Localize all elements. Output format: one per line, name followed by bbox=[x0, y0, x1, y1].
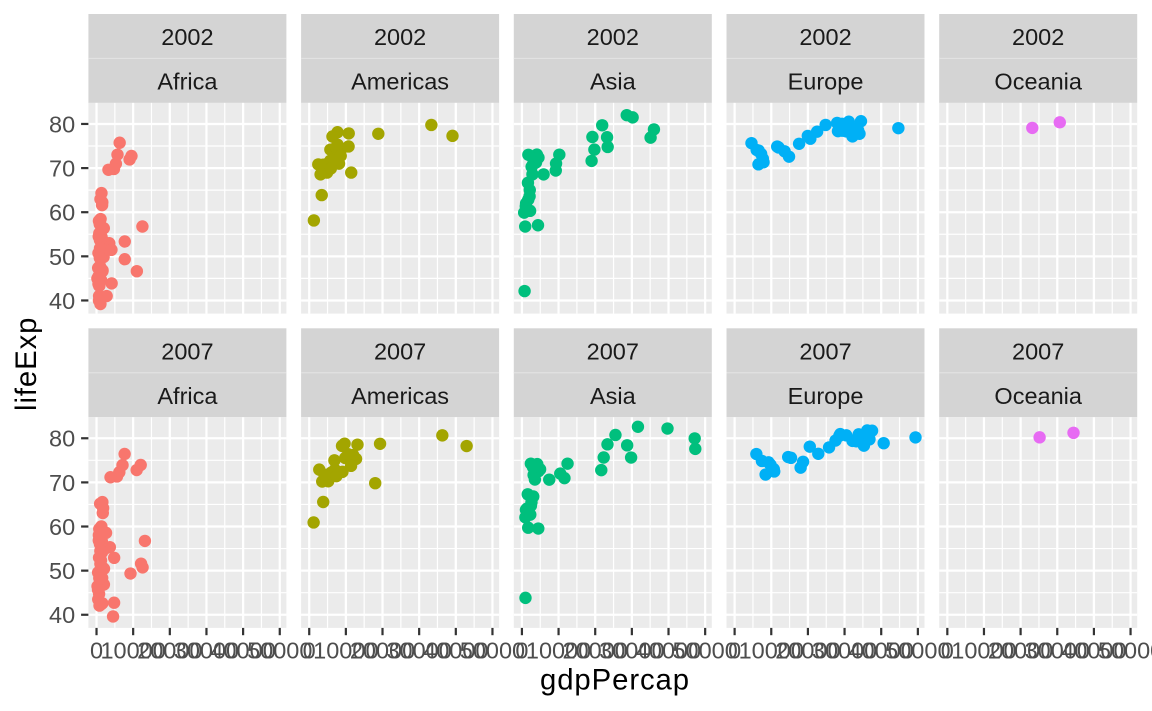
svg-text:30000: 30000 bbox=[174, 638, 239, 664]
svg-text:Oceania: Oceania bbox=[994, 383, 1082, 409]
svg-text:2007: 2007 bbox=[374, 338, 426, 364]
svg-text:2002: 2002 bbox=[1012, 24, 1064, 50]
svg-text:40000: 40000 bbox=[636, 638, 701, 664]
svg-text:50000: 50000 bbox=[460, 638, 525, 664]
svg-text:10000: 10000 bbox=[739, 638, 804, 664]
svg-text:30000: 30000 bbox=[599, 638, 664, 664]
svg-text:10000: 10000 bbox=[100, 638, 165, 664]
svg-text:70: 70 bbox=[49, 156, 75, 182]
svg-text:2007: 2007 bbox=[161, 338, 213, 364]
svg-text:0: 0 bbox=[90, 638, 103, 664]
svg-text:20000: 20000 bbox=[137, 638, 202, 664]
svg-text:2007: 2007 bbox=[1012, 338, 1064, 364]
svg-text:10000: 10000 bbox=[313, 638, 378, 664]
svg-text:Oceania: Oceania bbox=[994, 69, 1082, 95]
svg-text:2007: 2007 bbox=[799, 338, 851, 364]
svg-text:50000: 50000 bbox=[885, 638, 950, 664]
svg-text:Africa: Africa bbox=[157, 69, 218, 95]
svg-text:0: 0 bbox=[515, 638, 528, 664]
svg-text:Asia: Asia bbox=[590, 69, 637, 95]
svg-text:60: 60 bbox=[49, 514, 75, 540]
svg-text:40000: 40000 bbox=[849, 638, 914, 664]
svg-text:70: 70 bbox=[49, 470, 75, 496]
svg-text:gdpPercap: gdpPercap bbox=[540, 664, 690, 697]
svg-text:50: 50 bbox=[49, 244, 75, 270]
svg-text:2002: 2002 bbox=[799, 24, 851, 50]
svg-text:2007: 2007 bbox=[587, 338, 639, 364]
svg-text:0: 0 bbox=[303, 638, 316, 664]
svg-text:0: 0 bbox=[728, 638, 741, 664]
svg-text:10000: 10000 bbox=[951, 638, 1016, 664]
svg-text:50: 50 bbox=[49, 558, 75, 584]
svg-text:2002: 2002 bbox=[587, 24, 639, 50]
svg-text:50000: 50000 bbox=[672, 638, 737, 664]
svg-text:40000: 40000 bbox=[210, 638, 275, 664]
svg-text:60: 60 bbox=[49, 200, 75, 226]
svg-text:20000: 20000 bbox=[563, 638, 628, 664]
svg-text:30000: 30000 bbox=[386, 638, 451, 664]
svg-text:0: 0 bbox=[941, 638, 954, 664]
svg-text:20000: 20000 bbox=[350, 638, 415, 664]
svg-text:10000: 10000 bbox=[526, 638, 591, 664]
svg-text:Americas: Americas bbox=[351, 69, 449, 95]
svg-text:Europe: Europe bbox=[788, 383, 864, 409]
svg-text:2002: 2002 bbox=[161, 24, 213, 50]
svg-text:50000: 50000 bbox=[1098, 638, 1152, 664]
svg-text:Africa: Africa bbox=[157, 383, 218, 409]
svg-text:lifeExp: lifeExp bbox=[10, 317, 43, 411]
svg-text:20000: 20000 bbox=[988, 638, 1053, 664]
svg-text:40000: 40000 bbox=[423, 638, 488, 664]
svg-text:40000: 40000 bbox=[1061, 638, 1126, 664]
svg-text:30000: 30000 bbox=[812, 638, 877, 664]
svg-text:20000: 20000 bbox=[775, 638, 840, 664]
svg-text:80: 80 bbox=[49, 111, 75, 137]
svg-text:80: 80 bbox=[49, 426, 75, 452]
svg-text:2002: 2002 bbox=[374, 24, 426, 50]
svg-text:40: 40 bbox=[49, 602, 75, 628]
svg-text:40: 40 bbox=[49, 288, 75, 314]
svg-text:30000: 30000 bbox=[1025, 638, 1090, 664]
svg-text:Asia: Asia bbox=[590, 383, 637, 409]
svg-text:Europe: Europe bbox=[788, 69, 864, 95]
svg-text:50000: 50000 bbox=[247, 638, 312, 664]
svg-text:Americas: Americas bbox=[351, 383, 449, 409]
